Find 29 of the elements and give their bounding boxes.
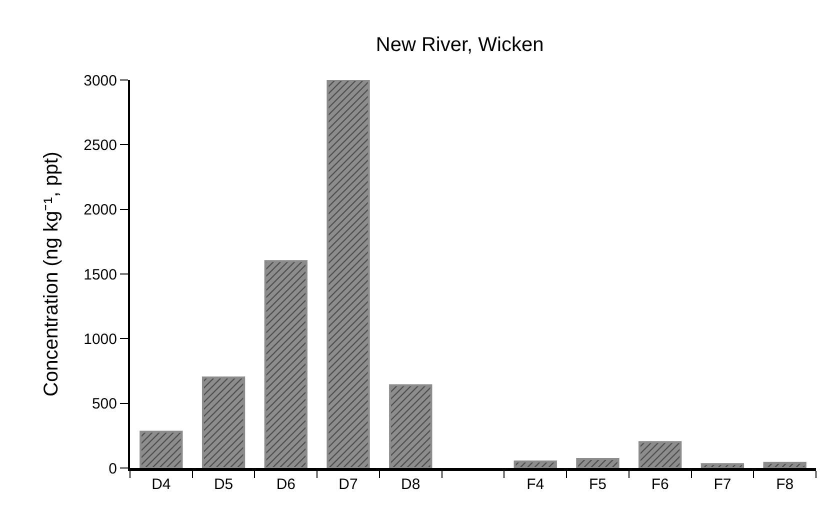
x-tick-label: F5 <box>588 476 606 493</box>
y-tick-label: 1500 <box>84 266 117 284</box>
y-tick-label: 500 <box>92 396 117 413</box>
x-tick-label: D6 <box>276 476 296 493</box>
bar <box>700 463 744 468</box>
y-axis-title: Concentration (ng kg⁻¹, ppt) <box>40 152 63 396</box>
x-tick-label: D4 <box>152 476 171 493</box>
x-tick-label: F4 <box>526 476 544 493</box>
bar <box>514 460 557 468</box>
bar <box>140 430 183 468</box>
y-tick-label: 0 <box>108 460 117 478</box>
x-tick-label: F8 <box>776 476 794 493</box>
x-tick-label: D7 <box>338 476 358 493</box>
x-tick-label: D5 <box>214 476 234 493</box>
y-tick-label: 3000 <box>84 72 117 90</box>
bar <box>326 80 370 468</box>
bar <box>202 376 246 468</box>
y-tick-label: 1000 <box>84 330 117 348</box>
x-tick-label: F7 <box>714 476 732 493</box>
bar <box>264 260 308 468</box>
bar <box>763 462 806 468</box>
x-tick-label: D8 <box>401 476 420 493</box>
chart-title: New River, Wicken <box>376 34 544 56</box>
x-tick-label: F6 <box>651 476 669 493</box>
y-tick-label: 2000 <box>84 202 117 219</box>
bar <box>638 441 682 468</box>
y-tick-label: 2500 <box>84 136 117 154</box>
bar <box>389 384 432 468</box>
bar <box>576 458 620 468</box>
